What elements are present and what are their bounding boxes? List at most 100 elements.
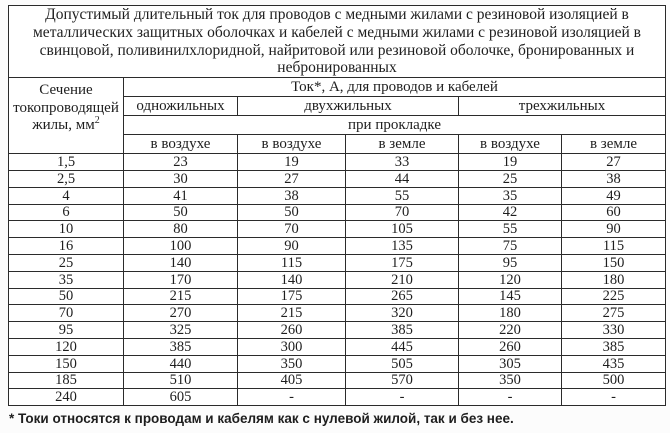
section-cell: 35 bbox=[8, 270, 124, 289]
group-header-two-core: двухжильных bbox=[237, 96, 459, 117]
value-cell: 60 bbox=[561, 203, 666, 222]
section-cell: 10 bbox=[8, 220, 124, 239]
table-row: 10 80 70 105 55 90 bbox=[8, 220, 666, 239]
value-cell: 265 bbox=[345, 287, 459, 306]
column-header-ground-1: в земле bbox=[345, 134, 459, 155]
value-cell: 115 bbox=[561, 237, 666, 255]
value-cell: 570 bbox=[345, 371, 459, 390]
value-cell: 605 bbox=[123, 388, 238, 407]
value-cell: 405 bbox=[237, 371, 346, 390]
value-cell: 435 bbox=[561, 354, 666, 373]
value-cell: 42 bbox=[458, 203, 562, 222]
value-cell: 220 bbox=[458, 321, 562, 339]
value-cell: 38 bbox=[237, 186, 346, 205]
group-header-three-core: трехжильных bbox=[458, 96, 666, 117]
table-row: 95 325 260 385 220 330 bbox=[8, 321, 666, 339]
value-cell: 350 bbox=[237, 354, 346, 373]
value-cell: 215 bbox=[237, 304, 346, 323]
value-cell: 70 bbox=[345, 203, 459, 222]
value-cell: 180 bbox=[458, 304, 562, 323]
value-cell: 135 bbox=[345, 237, 459, 255]
value-cell: 260 bbox=[458, 337, 562, 356]
section-cell: 2,5 bbox=[8, 169, 124, 188]
value-cell: - bbox=[561, 388, 666, 407]
table-row: 240 605- - - - bbox=[8, 388, 666, 407]
value-cell: 27 bbox=[237, 169, 346, 188]
value-cell: 41 bbox=[123, 186, 238, 205]
current-span-header: Ток*, А, для проводов и кабелей bbox=[123, 77, 666, 98]
value-cell: 385 bbox=[561, 337, 666, 356]
value-cell: 90 bbox=[561, 220, 666, 239]
section-cell: 70 bbox=[8, 304, 124, 323]
value-cell: 35 bbox=[458, 186, 562, 205]
value-cell: 325 bbox=[123, 321, 238, 339]
section-cell: 16 bbox=[8, 237, 124, 255]
section-cell: 50 bbox=[8, 287, 124, 306]
section-cell: 6 bbox=[8, 203, 124, 222]
value-cell: 210 bbox=[345, 270, 459, 289]
value-cell: 175 bbox=[237, 287, 346, 306]
table-row: 35 170 140 210 120 180 bbox=[8, 270, 666, 289]
value-cell: 320 bbox=[345, 304, 459, 323]
value-cell: - bbox=[345, 388, 459, 407]
value-cell: 140 bbox=[123, 253, 238, 272]
value-cell: 215 bbox=[123, 287, 238, 306]
value-cell: 33 bbox=[345, 153, 459, 171]
column-header-air-1: в воздухе bbox=[123, 134, 238, 155]
value-cell: 38 bbox=[561, 169, 666, 188]
value-cell: 445 bbox=[345, 337, 459, 356]
section-cell: 1,5 bbox=[8, 153, 124, 171]
value-cell: 23 bbox=[123, 153, 238, 171]
table-row: 50 215 175 265 145 225 bbox=[8, 287, 666, 306]
table-row: 185 510 405 570 350 500 bbox=[8, 371, 666, 390]
value-cell: 90 bbox=[237, 237, 346, 255]
value-cell: 385 bbox=[123, 337, 238, 356]
value-cell: 27 bbox=[561, 153, 666, 171]
title-row: Допустимый длительный ток для проводов с… bbox=[8, 4, 666, 79]
value-cell: 170 bbox=[123, 270, 238, 289]
table-header: Допустимый длительный ток для проводов с… bbox=[8, 4, 666, 155]
value-cell: 70 bbox=[237, 220, 346, 239]
value-cell: 50 bbox=[123, 203, 238, 222]
table-title: Допустимый длительный ток для проводов с… bbox=[8, 4, 666, 79]
value-cell: - bbox=[458, 388, 562, 407]
value-cell: 50 bbox=[237, 203, 346, 222]
value-cell: 44 bbox=[345, 169, 459, 188]
table-row: 16 100 90 135 75 115 bbox=[8, 237, 666, 255]
group-header-single-core: одножильных bbox=[123, 96, 238, 117]
value-cell: 80 bbox=[123, 220, 238, 239]
value-cell: 120 bbox=[458, 270, 562, 289]
title-line-4: небронированных bbox=[277, 59, 397, 77]
value-cell: 330 bbox=[561, 321, 666, 339]
value-cell: 275 bbox=[561, 304, 666, 323]
header-row-current: Сечение токопроводящей жилы, мм2 Ток*, А… bbox=[8, 77, 666, 155]
laying-span-header: при прокладке bbox=[123, 115, 666, 136]
value-cell: 385 bbox=[345, 321, 459, 339]
value-cell: 19 bbox=[458, 153, 562, 171]
value-cell: 505 bbox=[345, 354, 459, 373]
section-cell: 150 bbox=[8, 354, 124, 373]
footnote: * Токи относятся к проводам и кабелям ка… bbox=[9, 411, 514, 427]
value-cell: 440 bbox=[123, 354, 238, 373]
table-row: 4 41 38 55 35 49 bbox=[8, 186, 666, 205]
section-label: Сечение токопроводящей жилы, мм bbox=[13, 82, 119, 134]
value-cell: 30 bbox=[123, 169, 238, 188]
current-capacity-table: Допустимый длительный ток для проводов с… bbox=[8, 4, 666, 407]
value-cell: 140 bbox=[237, 270, 346, 289]
section-cell: 95 bbox=[8, 321, 124, 339]
table-row: 70 270 215 320 180 275 bbox=[8, 304, 666, 323]
section-column-header: Сечение токопроводящей жилы, мм2 bbox=[8, 77, 124, 155]
value-cell: 305 bbox=[458, 354, 562, 373]
title-line-2: металлических защитных оболочках и кабел… bbox=[33, 23, 641, 41]
header-row-medium: в воздухе в воздухе в земле в воздухе в … bbox=[9, 134, 666, 155]
value-cell: 100 bbox=[123, 237, 238, 255]
value-cell: 145 bbox=[458, 287, 562, 306]
title-line-3: свинцовой, поливинилхлоридной, найритово… bbox=[39, 41, 635, 59]
section-cell: 25 bbox=[8, 253, 124, 272]
table-row: 25 140 115 175 95 150 bbox=[8, 253, 666, 272]
value-cell: 510 bbox=[123, 371, 238, 390]
value-cell: 55 bbox=[345, 186, 459, 205]
value-cell: 25 bbox=[458, 169, 562, 188]
value-cell: 225 bbox=[561, 287, 666, 306]
